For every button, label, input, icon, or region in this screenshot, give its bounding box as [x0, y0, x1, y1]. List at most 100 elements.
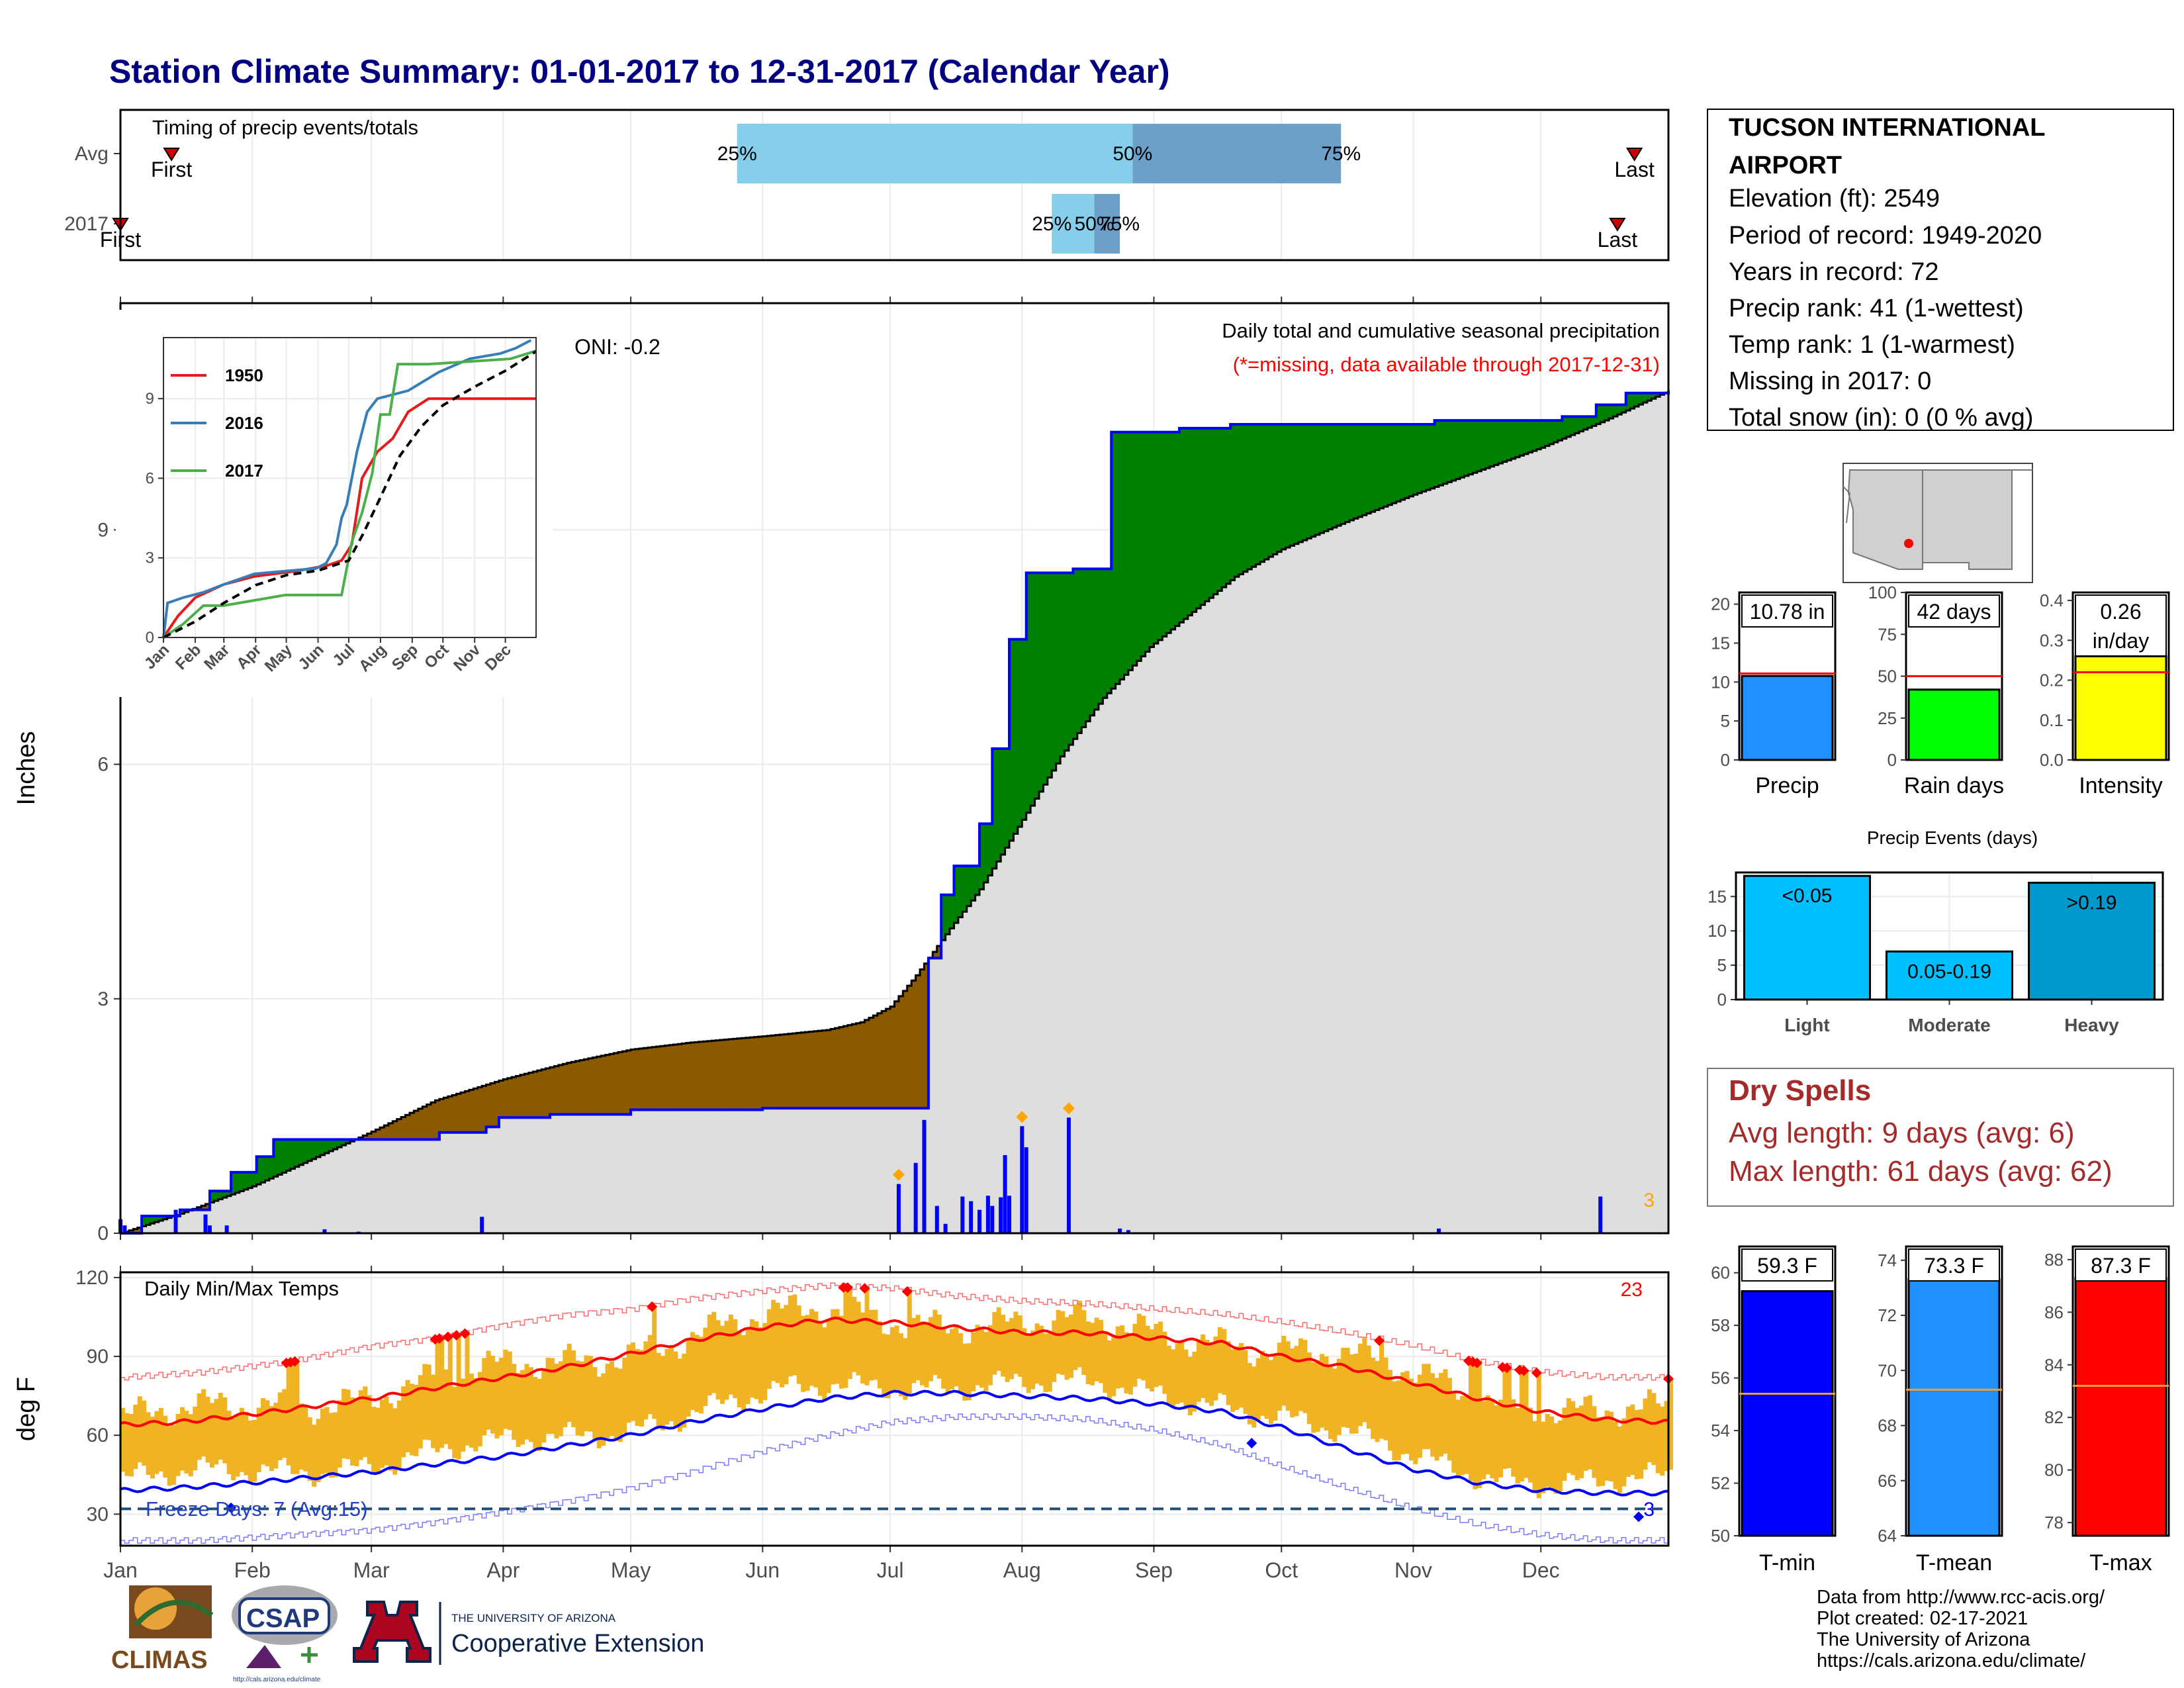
- daily-precip-bar: [934, 1205, 939, 1233]
- above-avg-strip: [1103, 569, 1108, 698]
- daily-temp-range-bar: [307, 1417, 312, 1481]
- above-avg-strip: [1613, 404, 1618, 417]
- daily-temp-range-bar: [1150, 1329, 1155, 1392]
- daily-temp-range-bar: [1124, 1332, 1129, 1393]
- timing-bar-25-50: [1052, 194, 1095, 254]
- below-avg-strip: [822, 1030, 827, 1109]
- daily-temp-range-bar: [1158, 1321, 1163, 1386]
- record-high-marker: [647, 1301, 658, 1312]
- precip-chart-subtitle: (*=missing, data available through 2017-…: [1233, 353, 1660, 376]
- daily-temp-range-bar: [175, 1413, 181, 1476]
- above-avg-strip: [316, 1139, 321, 1157]
- daily-temp-range-bar: [354, 1398, 359, 1467]
- daily-temp-range-bar: [792, 1294, 797, 1376]
- above-avg-strip: [1387, 424, 1393, 505]
- below-avg-strip: [439, 1099, 445, 1133]
- above-avg-strip: [333, 1139, 338, 1150]
- daily-temp-range-bar: [847, 1286, 852, 1380]
- daily-temp-range-bar: [261, 1398, 266, 1465]
- daily-temp-range-bar: [898, 1333, 903, 1397]
- above-avg-strip: [1056, 573, 1061, 764]
- above-avg-strip: [1243, 424, 1248, 572]
- above-avg-strip: [1077, 569, 1083, 733]
- daily-temp-range-bar: [877, 1321, 882, 1389]
- daily-temp-range-bar: [1187, 1356, 1193, 1416]
- above-avg-strip: [971, 866, 976, 901]
- daily-temp-range-bar: [545, 1358, 551, 1434]
- record-high-marker: [859, 1283, 870, 1294]
- above-avg-strip: [1481, 420, 1486, 470]
- precip-y-tick-label: 3: [97, 988, 109, 1010]
- daily-temp-range-bar: [1515, 1408, 1520, 1483]
- daily-temp-range-bar: [563, 1350, 568, 1427]
- above-avg-strip: [1187, 428, 1193, 616]
- daily-temp-range-bar: [367, 1395, 372, 1464]
- above-avg-strip: [1570, 416, 1576, 436]
- daily-temp-range-bar: [1634, 1410, 1639, 1479]
- record-high-marker: [289, 1356, 300, 1367]
- daily-temp-range-bar: [1145, 1325, 1150, 1389]
- events-frame: [1735, 871, 2164, 1001]
- daily-temp-range-bar: [1579, 1405, 1584, 1478]
- daily-temp-range-bar: [179, 1407, 185, 1471]
- above-avg-strip: [1341, 424, 1346, 524]
- below-avg-strip: [469, 1090, 475, 1133]
- station-years: Years in record: 72: [1729, 258, 1939, 286]
- daily-temp-range-bar: [439, 1337, 444, 1448]
- daily-temp-range-bar: [750, 1319, 755, 1398]
- event-category-label: Heavy: [2064, 1015, 2119, 1035]
- summary-panel-t-mean: 64 66 68 70 72 74 T-mean 73.3 F: [1878, 1245, 2003, 1575]
- daily-temp-range-bar: [673, 1351, 678, 1427]
- summary-y-tick-label: 50: [1711, 1526, 1730, 1546]
- above-avg-strip: [328, 1139, 334, 1152]
- daily-temp-range-bar: [890, 1327, 895, 1392]
- above-avg-strip: [1098, 569, 1104, 704]
- events-y-tick-label: 10: [1707, 921, 1727, 941]
- above-avg-strip: [1566, 416, 1572, 437]
- above-avg-strip: [1213, 428, 1218, 594]
- below-avg-strip: [933, 951, 938, 959]
- daily-temp-range-bar: [945, 1333, 950, 1393]
- daily-temp-range-bar: [1400, 1372, 1406, 1454]
- below-avg-strip: [801, 1032, 806, 1109]
- above-avg-strip: [1379, 424, 1385, 508]
- daily-temp-range-bar: [614, 1367, 619, 1441]
- above-avg-strip: [1621, 404, 1627, 413]
- daily-temp-range-bar: [1511, 1399, 1516, 1477]
- daily-temp-range-bar: [1443, 1369, 1448, 1454]
- above-avg-strip: [1490, 420, 1495, 467]
- above-avg-strip: [235, 1172, 240, 1193]
- below-avg-strip: [809, 1031, 815, 1109]
- above-avg-strip: [1583, 416, 1588, 430]
- above-avg-strip: [298, 1139, 304, 1165]
- daily-temp-range-bar: [1490, 1400, 1495, 1479]
- above-avg-strip: [992, 748, 997, 869]
- above-avg-strip: [1592, 416, 1597, 426]
- above-avg-strip: [1294, 424, 1299, 544]
- daily-temp-range-bar: [1447, 1378, 1452, 1461]
- daily-precip-bar: [943, 1223, 948, 1233]
- daily-temp-range-bar: [1320, 1354, 1325, 1428]
- above-avg-strip: [1596, 404, 1601, 424]
- above-avg-strip: [1302, 424, 1308, 541]
- below-avg-strip: [703, 1041, 708, 1110]
- daily-temp-range-bar: [1451, 1393, 1457, 1473]
- daily-temp-range-bar: [1128, 1333, 1133, 1395]
- below-avg-strip: [465, 1091, 470, 1133]
- event-bar: [1743, 874, 1871, 1001]
- above-avg-strip: [1260, 424, 1265, 562]
- event-bar: [1886, 950, 2013, 1001]
- below-avg-strip: [686, 1043, 691, 1110]
- daily-temp-range-bar: [188, 1414, 193, 1477]
- daily-temp-range-bar: [886, 1335, 891, 1399]
- daily-temp-range-bar: [388, 1403, 393, 1471]
- summary-panel-precip: 0 5 10 15 20 Precip 10.78 in: [1711, 591, 1837, 798]
- daily-precip-bar: [896, 1184, 901, 1233]
- summary-value-label: 0.26: [2100, 600, 2141, 624]
- above-avg-strip: [1047, 573, 1053, 778]
- daily-temp-range-bar: [1434, 1378, 1439, 1461]
- above-avg-strip: [979, 823, 985, 890]
- summary-value-label: 73.3 F: [1924, 1254, 1984, 1278]
- above-avg-strip: [277, 1139, 283, 1175]
